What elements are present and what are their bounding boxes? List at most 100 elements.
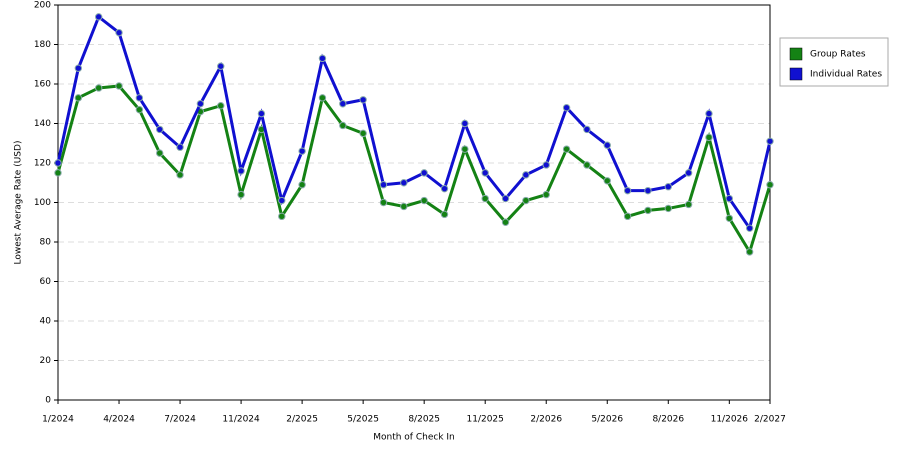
point [278,212,286,221]
point [115,28,123,37]
point [420,196,428,205]
point [603,141,611,149]
point [684,169,693,177]
x-tick-label: 5/2025 [347,415,379,425]
point [156,149,164,157]
point [237,167,245,175]
point [440,184,449,193]
x-tick-label: 2/2027 [754,415,786,425]
point [705,133,713,142]
point [339,100,347,108]
legend-label: Group Rates [810,50,866,60]
point [583,125,591,134]
point [400,202,408,211]
point [461,119,469,128]
point [766,181,774,189]
point [196,100,205,108]
point [94,84,103,92]
x-tick-label: 8/2025 [408,415,440,425]
point [156,125,164,134]
point [684,200,693,209]
point [664,204,672,213]
point [745,224,754,232]
point [298,181,306,189]
point [135,94,144,102]
point [359,129,367,138]
point [705,109,713,118]
point [237,190,245,199]
line [56,14,772,232]
point [176,171,184,179]
legend-swatch [789,67,803,81]
x-tick-label: 11/2025 [467,415,504,425]
y-tick-label: 180 [34,40,51,50]
point [725,194,734,203]
point [481,169,489,177]
point [339,121,347,130]
point [135,105,144,114]
point [562,145,571,153]
y-tick-label: 40 [40,317,52,327]
point [278,196,286,205]
point [745,248,754,256]
y-tick-label: 120 [34,159,51,169]
x-tick-label: 5/2026 [591,415,623,425]
point [420,169,428,177]
point [766,137,774,145]
point [54,169,62,177]
y-tick-label: 200 [34,1,51,11]
point [481,194,489,203]
point [603,177,611,185]
y-tick-label: 20 [40,356,52,366]
point [644,206,652,215]
y-tick-label: 160 [34,80,51,90]
x-tick-label: 2/2026 [530,415,562,425]
point [217,62,225,70]
point [522,196,530,205]
point [379,198,388,207]
point [501,194,510,203]
point [217,102,225,110]
point [257,109,266,118]
point [379,181,388,189]
point [298,147,306,155]
y-tick-label: 100 [34,198,51,208]
point [54,159,62,167]
legend-label: Individual Rates [810,70,882,80]
line [56,84,772,256]
x-tick-label: 1/2024 [42,415,74,425]
x-tick-label: 4/2024 [103,415,135,425]
x-tick-label: 2/2025 [286,415,318,425]
point [542,190,550,199]
point [501,218,510,226]
plot-frame [57,4,771,401]
point [583,161,591,169]
point [644,186,652,195]
y-tick-label: 0 [45,396,51,406]
point [176,143,184,151]
point [74,64,83,72]
y-tick-label: 140 [34,119,51,129]
point [115,82,123,90]
x-tick-label: 7/2024 [164,415,196,425]
point [562,104,571,112]
point [440,210,449,219]
x-tick-label: 11/2026 [711,415,749,425]
x-tick-label: 11/2024 [222,415,260,425]
y-tick-label: 60 [40,277,52,287]
point [318,54,327,63]
point [400,179,408,187]
x-tick-label: 8/2026 [652,415,684,425]
point [318,94,327,102]
point [94,13,103,21]
point [522,171,530,179]
point [461,145,469,153]
legend-swatch [789,47,803,61]
point [623,186,632,195]
point [623,212,632,221]
y-tick-label: 80 [40,238,52,248]
y-axis-label: Lowest Average Rate (USD) [14,141,24,265]
point [542,161,550,169]
point [664,183,672,191]
